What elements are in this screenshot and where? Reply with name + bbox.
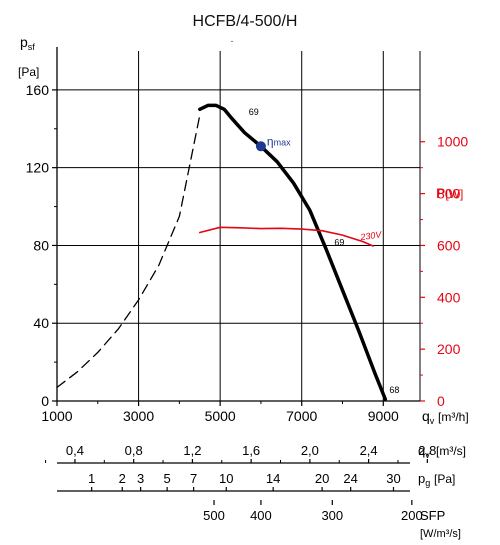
y-tick-label: 80 xyxy=(33,237,49,253)
scale-sfp-tick-label: 400 xyxy=(250,508,272,523)
scale-pg-tick-label: 3 xyxy=(137,471,144,486)
eta-max-label: ηmax xyxy=(267,134,291,148)
scale-sfp-label: SFP xyxy=(420,508,445,523)
scale-pg-tick-label: 10 xyxy=(219,471,233,486)
right-tick-label: 800 xyxy=(437,186,461,202)
scale-sfp-tick-label: 500 xyxy=(203,508,225,523)
series-dashed xyxy=(56,114,201,389)
right-tick-label: 400 xyxy=(437,289,461,305)
scale-m3s-tick-label: 0,8 xyxy=(125,443,143,458)
x-axis-label: qv xyxy=(422,408,435,426)
eta-max-marker xyxy=(255,141,266,152)
y-axis-unit: [Pa] xyxy=(18,65,39,79)
scale-m3s-tick-label: 1,2 xyxy=(183,443,201,458)
right-tick-label: 0 xyxy=(437,393,445,409)
grid xyxy=(57,51,420,401)
scale-m3s-tick-label: 2,4 xyxy=(360,443,378,458)
series-fan xyxy=(198,103,388,401)
scale-pg-unit: [Pa] xyxy=(434,472,455,486)
secondary-scales: 0,4 0,8 1,2 1,6 2,0 2,4 2,8qv [m³/s]1 2 3 5 7 10 14 20… xyxy=(45,443,466,540)
scale-m3s-tick-label: 2,8 xyxy=(418,443,436,458)
plot-frame: 0 40 80 120 160 1000 3000 5000 7000 9000 0 200 400 60… xyxy=(26,47,468,424)
y-tick-label: 160 xyxy=(26,82,50,98)
scale-sfp-tick-label: 200 xyxy=(401,508,423,523)
x-tick-label: 7000 xyxy=(286,408,317,424)
scale-pg-tick-label: 30 xyxy=(386,471,400,486)
right-tick-label: 600 xyxy=(437,237,461,253)
scale-pg-tick-label: 5 xyxy=(164,471,171,486)
scale-m3s-unit: [m³/s] xyxy=(436,444,466,458)
scale-pg-tick-label: 7 xyxy=(190,471,197,486)
annotation-label: 68 xyxy=(389,385,399,395)
annotation-label: 69 xyxy=(249,107,259,117)
scale-pg-tick-label: 2 xyxy=(119,471,126,486)
series-layer xyxy=(56,103,388,401)
scale-m3s-tick-label: 2,0 xyxy=(301,443,319,458)
chart-title: HCFB/4-500/H xyxy=(193,13,298,30)
annotation-label: 230V xyxy=(359,229,383,242)
scale-m3s-tick-label: 1,6 xyxy=(242,443,260,458)
right-tick-label: 200 xyxy=(437,341,461,357)
scale-m3s-tick-label: 0,4 xyxy=(66,443,84,458)
right-tick-label: 1000 xyxy=(437,134,468,150)
x-axis-unit: [m³/h] xyxy=(438,410,469,424)
x-tick-label: 9000 xyxy=(368,408,399,424)
x-tick-label: 1000 xyxy=(41,408,72,424)
x-tick-label: 3000 xyxy=(123,408,154,424)
chart-subtitle: - xyxy=(231,36,234,46)
series-power xyxy=(199,226,374,247)
y-axis-label: psf xyxy=(20,34,35,52)
scale-pg-label: pg xyxy=(418,471,430,488)
scale-sfp-tick-label: 300 xyxy=(321,508,343,523)
y-tick-label: 40 xyxy=(33,315,49,331)
x-tick-label: 5000 xyxy=(205,408,236,424)
y-tick-label: 120 xyxy=(26,160,50,176)
right-axis-label: P[W] xyxy=(436,185,463,201)
scale-pg-tick-label: 1 xyxy=(88,471,95,486)
y-tick-label: 0 xyxy=(41,393,49,409)
scale-pg-tick-label: 20 xyxy=(315,471,329,486)
scale-pg-tick-label: 24 xyxy=(343,471,357,486)
annotation-label: 69 xyxy=(334,237,344,247)
scale-sfp-unit: [W/m³/s] xyxy=(420,528,461,540)
scale-pg-tick-label: 14 xyxy=(266,471,280,486)
